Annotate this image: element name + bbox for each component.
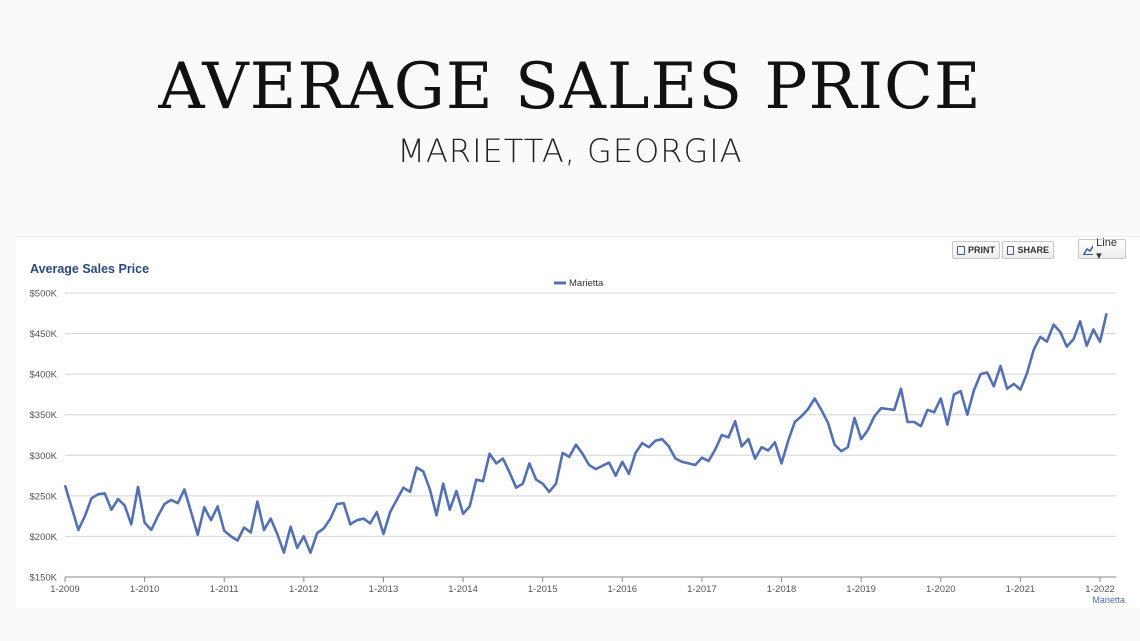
chart-type-dropdown[interactable]: Line ▾ <box>1078 236 1126 262</box>
page-title: AVERAGE SALES PRICE <box>158 50 982 124</box>
x-tick-label: 1-2020 <box>926 584 956 595</box>
legend-label: Marietta <box>569 278 604 289</box>
x-tick-label: 1-2009 <box>50 584 80 595</box>
x-tick-label: 1-2022 <box>1085 584 1115 595</box>
line-chart: $150K $200K $250K $300K $350K $400K $450K $500K… <box>30 278 1125 605</box>
share-label: SHARE <box>1017 245 1049 255</box>
x-tick-label: 1-2010 <box>130 584 160 595</box>
y-tick-label: $350K <box>30 410 58 421</box>
x-tick-label: 1-2014 <box>448 584 478 595</box>
x-tick-label: 1-2015 <box>528 584 558 595</box>
print-button[interactable]: PRINT <box>952 241 1000 259</box>
x-tick-label: 1-2013 <box>369 584 399 595</box>
x-tick-label: 1-2021 <box>1006 584 1036 595</box>
x-tick-label: 1-2012 <box>289 584 319 595</box>
x-tick-label: 1-2016 <box>608 584 638 595</box>
series-end-label: Marietta <box>1092 595 1125 605</box>
chart-title: Average Sales Price <box>30 262 150 276</box>
y-tick-label: $400K <box>30 370 58 381</box>
chart-card: Average Sales Price PRINT SHARE Line ▾ $… <box>16 236 1140 608</box>
x-tick-label: 1-2017 <box>687 584 717 595</box>
y-tick-label: $150K <box>30 573 58 584</box>
x-tick-label: 1-2011 <box>210 584 239 595</box>
share-button[interactable]: SHARE <box>1002 241 1054 259</box>
page-subtitle: MARIETTA, GEORGIA <box>397 132 743 170</box>
line-chart-icon <box>1083 244 1094 255</box>
y-tick-label: $200K <box>30 532 58 543</box>
x-tick-label: 1-2018 <box>767 584 797 595</box>
x-tick-label: 1-2019 <box>846 584 876 595</box>
y-tick-label: $250K <box>30 491 58 502</box>
printer-icon <box>957 245 965 255</box>
y-tick-label: $500K <box>30 289 58 300</box>
chart-type-label: Line ▾ <box>1096 236 1117 262</box>
y-tick-label: $300K <box>30 451 58 462</box>
y-tick-label: $450K <box>30 329 58 340</box>
series-line-marietta <box>63 313 1108 555</box>
print-label: PRINT <box>968 245 995 255</box>
share-icon <box>1007 245 1015 255</box>
